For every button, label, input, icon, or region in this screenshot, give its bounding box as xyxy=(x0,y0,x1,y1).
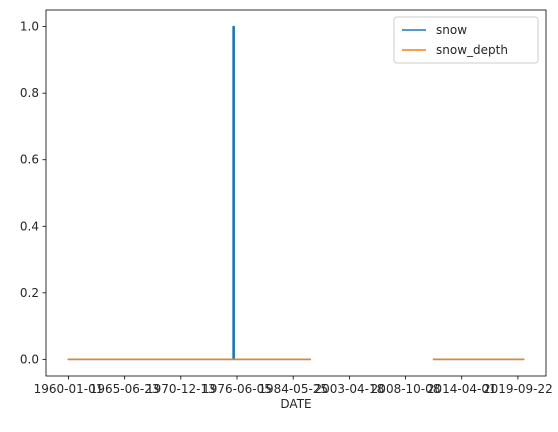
x-axis: 1960-01-011965-06-231970-12-131976-06-05… xyxy=(34,376,553,396)
y-tick-label: 0.4 xyxy=(20,219,39,233)
legend-label-snow-depth: snow_depth xyxy=(436,43,508,57)
y-tick-label: 0.8 xyxy=(20,86,39,100)
y-tick-label: 0.6 xyxy=(20,153,39,167)
x-tick-label: 1970-12-13 xyxy=(146,382,216,396)
x-tick-label: 1976-06-05 xyxy=(202,382,272,396)
y-tick-label: 0.2 xyxy=(20,286,39,300)
x-tick-label: 2014-04-01 xyxy=(427,382,497,396)
x-tick-label: 1965-06-23 xyxy=(90,382,160,396)
x-tick-label: 2008-10-08 xyxy=(371,382,441,396)
x-tick-label: 2003-04-18 xyxy=(314,382,384,396)
x-tick-label: 1984-05-25 xyxy=(258,382,328,396)
x-tick-label: 1960-01-01 xyxy=(34,382,104,396)
legend: snow snow_depth xyxy=(393,16,539,64)
legend-box xyxy=(393,16,539,64)
legend-label-snow: snow xyxy=(436,23,467,37)
y-tick-label: 0.0 xyxy=(20,352,39,366)
x-tick-label: 2019-09-22 xyxy=(483,382,553,396)
series-line-snow xyxy=(67,25,311,361)
y-axis: 0.0 0.2 0.4 0.6 0.8 1.0 xyxy=(20,20,46,366)
y-tick-label: 1.0 xyxy=(20,20,39,34)
x-axis-label: DATE xyxy=(280,397,311,411)
plot-frame xyxy=(45,9,547,377)
plot-lines xyxy=(67,25,525,361)
